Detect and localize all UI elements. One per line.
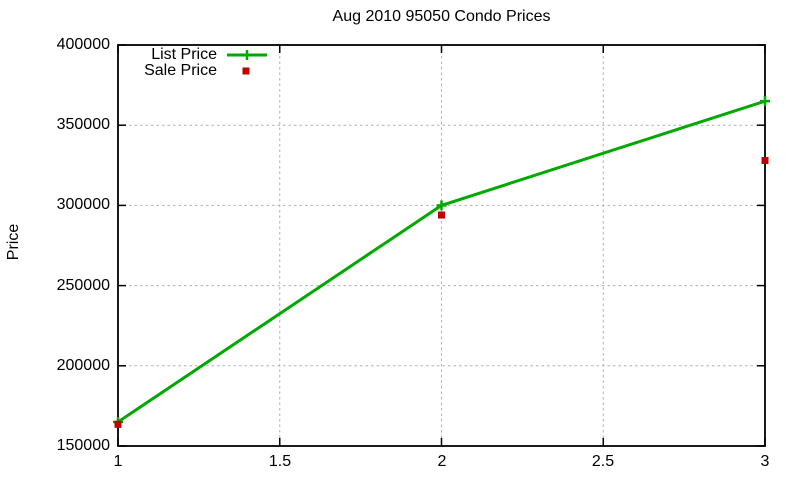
ytick-150000: 150000 — [56, 437, 110, 454]
xtick-2-5: 2.5 — [591, 453, 615, 470]
xtick-3: 3 — [760, 453, 770, 470]
legend-swatch-sale-price — [242, 67, 250, 75]
xtick-2: 2 — [437, 453, 447, 470]
ytick-200000: 200000 — [56, 357, 110, 374]
legend-swatch-list-price — [227, 50, 267, 60]
chart-title: Aug 2010 95050 Condo Prices — [332, 8, 551, 25]
list-price-plus-marker — [436, 200, 447, 211]
list-price-plus-marker — [760, 96, 770, 107]
ytick-250000: 250000 — [56, 277, 110, 294]
xtick-1: 1 — [113, 453, 123, 470]
legend-label-list-price: List Price — [151, 46, 217, 63]
sale-price-square-marker — [761, 156, 769, 164]
legend-label-sale-price: Sale Price — [144, 62, 217, 79]
ytick-400000: 400000 — [56, 36, 110, 53]
xtick-1-5: 1.5 — [268, 453, 292, 470]
sale-price-square-marker — [114, 420, 122, 428]
sale-price-square-marker — [438, 211, 445, 219]
ytick-300000: 300000 — [56, 196, 110, 213]
ytick-350000: 350000 — [56, 116, 110, 133]
